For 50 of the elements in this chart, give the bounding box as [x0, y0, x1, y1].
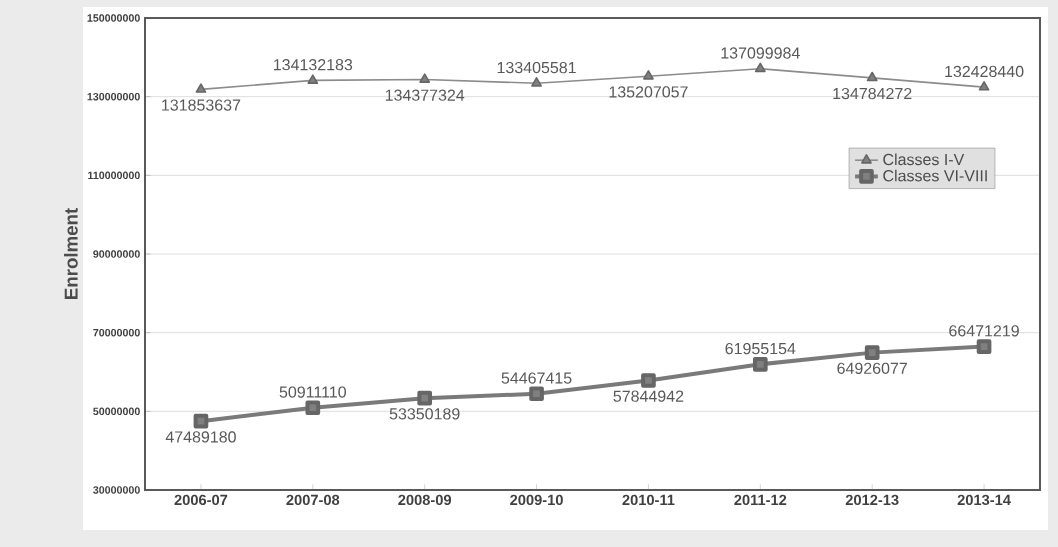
point — [417, 390, 433, 406]
data-label: 134784272 — [833, 87, 912, 100]
point — [193, 413, 209, 429]
data-label: 54467415 — [501, 372, 572, 384]
point — [419, 73, 431, 83]
x-tick-label: 2007-08 — [286, 494, 340, 506]
x-tick-label: 2012-13 — [845, 494, 899, 506]
point — [531, 77, 542, 87]
point — [643, 70, 654, 80]
point — [978, 80, 990, 91]
x-tick-label: 2011-12 — [734, 494, 787, 506]
y-tick-label: 50000000 — [93, 407, 140, 416]
point — [529, 386, 544, 402]
data-label: 132428440 — [945, 65, 1024, 78]
point — [866, 71, 878, 82]
point — [754, 62, 766, 73]
x-tick-label: 2006-07 — [174, 494, 228, 506]
y-tick-label: 70000000 — [93, 328, 140, 337]
data-label: 61955154 — [725, 342, 796, 355]
data-label: 50911110 — [279, 386, 346, 398]
y-tick-label: 90000000 — [93, 250, 140, 258]
point — [864, 345, 880, 360]
y-axis-title: Enrolment — [64, 208, 78, 299]
data-label: 137099984 — [721, 47, 800, 59]
data-label: 134377324 — [385, 89, 465, 101]
data-label: 131853637 — [162, 99, 241, 111]
y-tick-label: 150000000 — [87, 14, 140, 22]
legend-label: Classes I-V — [883, 153, 965, 166]
x-tick-label: 2009-10 — [510, 494, 563, 506]
point — [976, 339, 992, 354]
x-tick-label: 2010-11 — [622, 494, 675, 506]
data-label: 53350189 — [389, 408, 460, 420]
x-tick-label: 2008-09 — [398, 494, 452, 506]
data-label: 135207057 — [609, 86, 688, 98]
data-label: 64926077 — [837, 362, 907, 374]
x-tick-label: 2013-14 — [957, 494, 1011, 506]
point — [307, 74, 319, 84]
data-label: 47489180 — [165, 431, 236, 443]
y-tick-label: 30000000 — [93, 486, 140, 494]
point — [641, 373, 656, 388]
y-tick-label: 130000000 — [87, 92, 140, 101]
data-label: 66471219 — [949, 325, 1019, 337]
point — [752, 356, 768, 372]
point — [195, 83, 207, 93]
point — [305, 400, 321, 416]
y-tick-label: 110000000 — [88, 171, 140, 180]
data-label: 134132183 — [273, 59, 353, 71]
data-label: 57844942 — [613, 390, 684, 402]
data-label: 133405581 — [497, 61, 576, 74]
legend-label: Classes VI-VIII — [883, 169, 987, 182]
